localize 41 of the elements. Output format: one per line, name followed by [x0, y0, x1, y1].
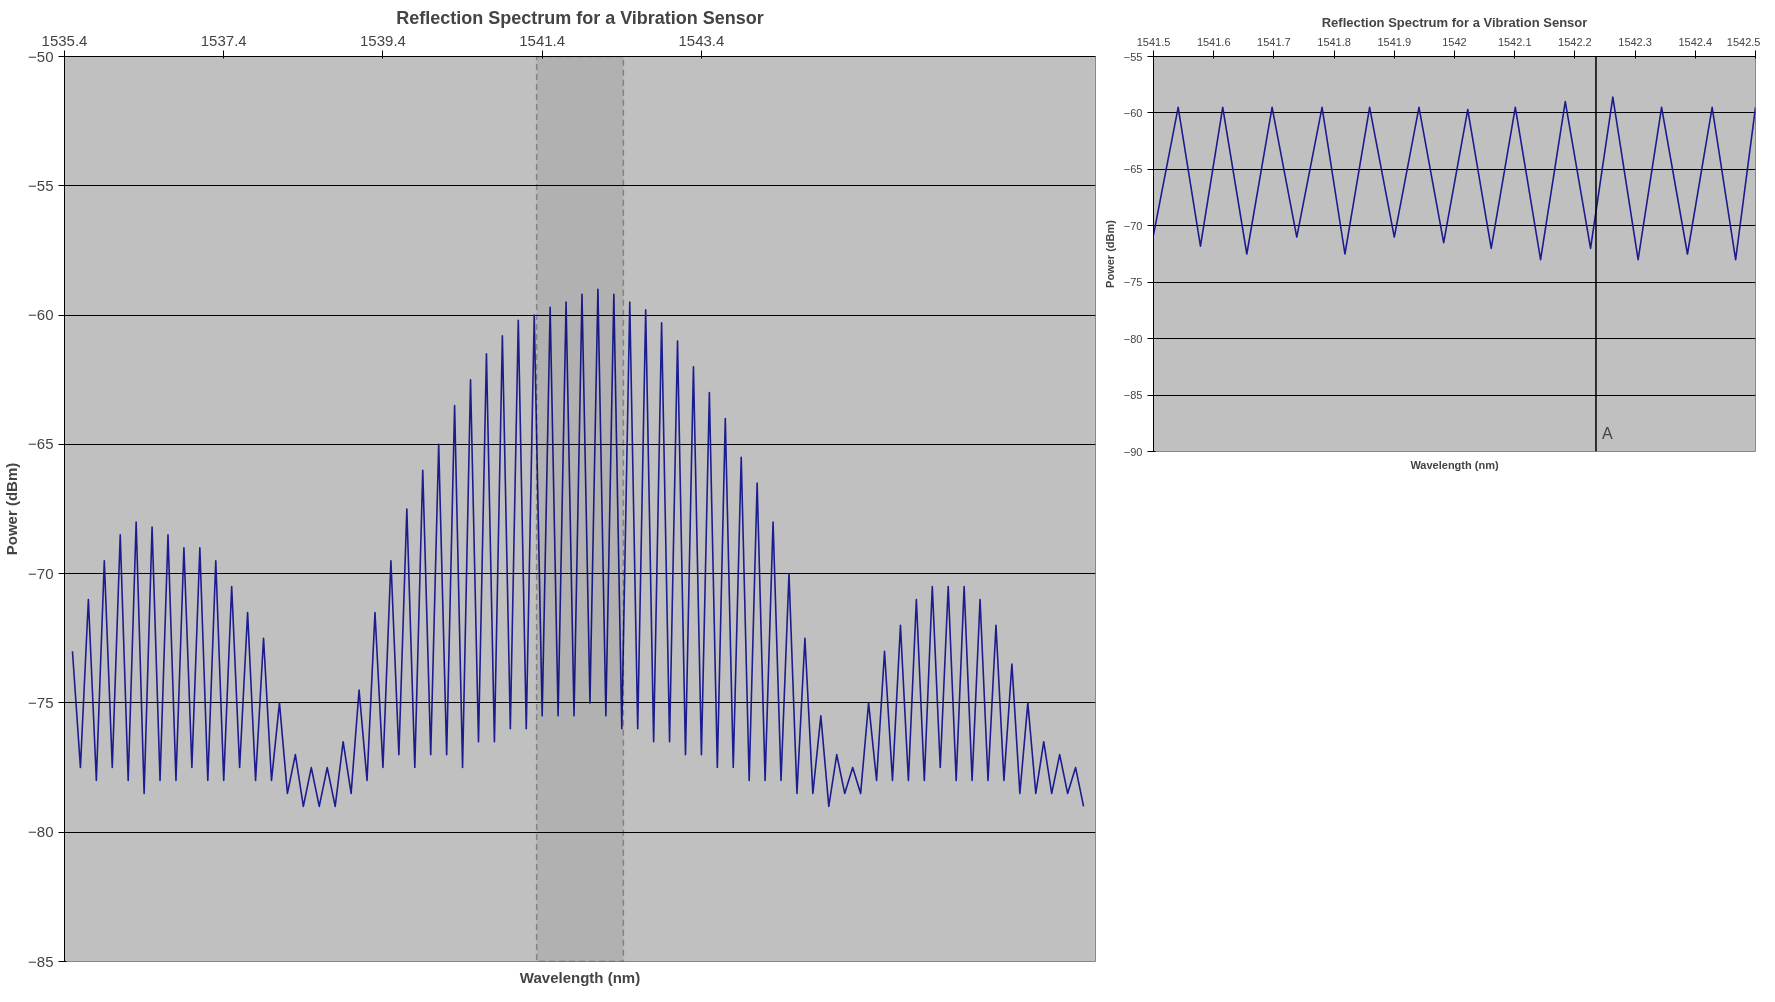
x-tick-label: 1543.4	[678, 31, 725, 49]
x-tick-label: 1541.6	[1196, 35, 1231, 48]
x-tick-label: 1542.1	[1497, 35, 1532, 48]
y-tick-label: −85	[28, 952, 54, 970]
x-tick-label: 1537.4	[200, 31, 247, 49]
y-tick-label: −60	[1123, 106, 1143, 119]
x-tick-label: 1541.5	[1136, 35, 1171, 48]
y-tick-label: −65	[1123, 163, 1143, 176]
x-axis-title: Wavelength (nm)	[519, 968, 641, 986]
y-tick-label: −80	[1123, 332, 1143, 345]
x-tick-label: 1542	[1442, 35, 1467, 48]
y-tick-label: −70	[28, 564, 54, 582]
y-tick-label: −55	[1123, 50, 1143, 63]
y-tick-label: −65	[28, 435, 54, 453]
x-tick-label: 1542.5	[1726, 35, 1761, 48]
y-tick-label: −55	[28, 176, 54, 194]
line-series	[1153, 96, 1756, 261]
x-tick-label: 1541.4	[519, 31, 566, 49]
x-tick-label: 1542.3	[1618, 35, 1652, 48]
y-axis-title: Power (dBm)	[3, 462, 21, 556]
x-tick-label: 1541.7	[1257, 35, 1291, 48]
y-tick-label: −70	[1123, 219, 1143, 232]
y-tick-label: −75	[1123, 276, 1143, 289]
x-tick-label: 1539.4	[360, 31, 406, 49]
x-tick-label: 1541.9	[1377, 35, 1412, 48]
y-tick-label: −85	[1123, 389, 1143, 402]
y-axis-title: Power (dBm)	[1103, 219, 1116, 288]
y-tick-label: −60	[28, 306, 54, 324]
line-series	[71, 288, 1085, 808]
x-tick-label: 1541.8	[1317, 35, 1351, 48]
chart-title: Reflection Spectrum for a Vibration Sensor	[396, 7, 764, 28]
x-tick-label: 1535.4	[41, 31, 88, 49]
ref-line-label: A	[1601, 424, 1613, 442]
x-axis-title: Wavelength (nm)	[1410, 458, 1499, 471]
y-tick-label: −75	[28, 693, 54, 711]
y-tick-label: −90	[1123, 445, 1143, 458]
y-tick-label: −80	[28, 823, 54, 841]
y-tick-label: −50	[28, 47, 54, 65]
x-tick-label: 1542.4	[1678, 35, 1713, 48]
x-tick-label: 1542.2	[1558, 35, 1592, 48]
chart-title: Reflection Spectrum for a Vibration Sensor	[1321, 14, 1588, 30]
